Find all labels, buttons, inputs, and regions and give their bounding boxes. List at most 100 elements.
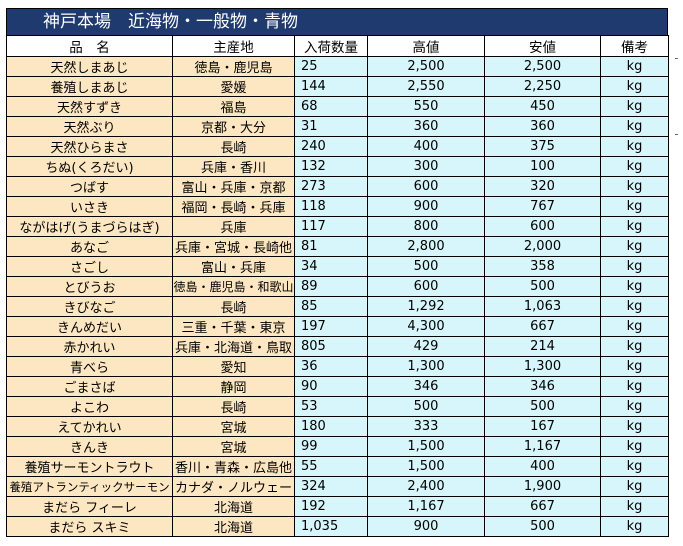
table-row: きんき 宮城 99 1,500 1,167 kg xyxy=(6,436,669,457)
cell-unit: kg xyxy=(600,496,669,517)
cell-low: 346 xyxy=(484,376,601,397)
cell-name: 養殖アトランティックサーモン xyxy=(6,476,173,497)
cell-high: 900 xyxy=(367,516,485,537)
cell-low: 667 xyxy=(484,496,601,517)
cell-unit: kg xyxy=(600,236,669,257)
cell-low: 500 xyxy=(484,516,601,537)
table-row: 青べら 愛知 36 1,300 1,300 kg xyxy=(6,356,669,377)
cell-origin: 富山・兵庫 xyxy=(172,256,295,277)
cell-low: 500 xyxy=(484,396,601,417)
sheet-title: 神戸本場 近海物・一般物・青物 xyxy=(6,8,668,35)
cell-low: 375 xyxy=(484,136,601,157)
table-row: さごし 富山・兵庫 34 500 358 kg xyxy=(6,256,669,277)
cell-origin: 福島 xyxy=(172,96,295,117)
cell-origin: 兵庫・北海道・鳥取 xyxy=(172,336,295,357)
cell-name: きんめだい xyxy=(6,316,173,337)
cell-high: 429 xyxy=(367,336,485,357)
cell-high: 800 xyxy=(367,216,485,237)
cell-name: つばす xyxy=(6,176,173,197)
cell-origin: 愛知 xyxy=(172,356,295,377)
cell-qty: 805 xyxy=(294,336,368,357)
price-sheet: 神戸本場 近海物・一般物・青物 品 名 主産地 入荷数量 高値 安値 備考 天然… xyxy=(6,8,669,537)
cell-unit: kg xyxy=(600,376,669,397)
table-row: まだら スキミ 北海道 1,035 900 500 kg xyxy=(6,516,669,537)
cell-name: きびなご xyxy=(6,296,173,317)
cell-low: 1,167 xyxy=(484,436,601,457)
cell-high: 1,500 xyxy=(367,436,485,457)
table-row: 養殖しまあじ 愛媛 144 2,550 2,250 kg xyxy=(6,76,669,97)
cell-origin: 長崎 xyxy=(172,296,295,317)
cell-name: ちぬ(くろだい) xyxy=(6,156,173,177)
cell-low: 767 xyxy=(484,196,601,217)
cell-name: いさき xyxy=(6,196,173,217)
cell-qty: 132 xyxy=(294,156,368,177)
cell-name: えてかれい xyxy=(6,416,173,437)
cell-origin: 京都・大分 xyxy=(172,116,295,137)
cell-origin: 北海道 xyxy=(172,516,295,537)
cell-name: きんき xyxy=(6,436,173,457)
cell-origin: カナダ・ノルウェー xyxy=(172,476,295,497)
cell-name: ながはげ(うまづらはぎ) xyxy=(6,216,173,237)
cell-qty: 25 xyxy=(294,56,368,77)
cell-high: 300 xyxy=(367,156,485,177)
table-row: 養殖サーモントラウト 香川・青森・広島他 55 1,500 400 kg xyxy=(6,456,669,477)
cell-low: 320 xyxy=(484,176,601,197)
table-row: ちぬ(くろだい) 兵庫・香川 132 300 100 kg xyxy=(6,156,669,177)
table-row: ごまさば 静岡 90 346 346 kg xyxy=(6,376,669,397)
cell-unit: kg xyxy=(600,336,669,357)
cell-name: 天然ひらまさ xyxy=(6,136,173,157)
table-row: ながはげ(うまづらはぎ) 兵庫 117 800 600 kg xyxy=(6,216,669,237)
cell-name: 天然すずき xyxy=(6,96,173,117)
cell-unit: kg xyxy=(600,316,669,337)
cell-high: 1,300 xyxy=(367,356,485,377)
cell-low: 360 xyxy=(484,116,601,137)
table-row: きびなご 長崎 85 1,292 1,063 kg xyxy=(6,296,669,317)
cell-qty: 90 xyxy=(294,376,368,397)
cell-high: 360 xyxy=(367,116,485,137)
cell-qty: 34 xyxy=(294,256,368,277)
cell-low: 167 xyxy=(484,416,601,437)
cell-high: 550 xyxy=(367,96,485,117)
cell-unit: kg xyxy=(600,276,669,297)
cell-name: まだら フィーレ xyxy=(6,496,173,517)
margin-mark xyxy=(675,134,678,135)
cell-name: 天然ぶり xyxy=(6,116,173,137)
cell-low: 2,000 xyxy=(484,236,601,257)
cell-qty: 192 xyxy=(294,496,368,517)
cell-low: 600 xyxy=(484,216,601,237)
cell-high: 4,300 xyxy=(367,316,485,337)
cell-low: 500 xyxy=(484,276,601,297)
cell-unit: kg xyxy=(600,416,669,437)
cell-name: 養殖サーモントラウト xyxy=(6,456,173,477)
cell-qty: 1,035 xyxy=(294,516,368,537)
table-row: 天然しまあじ 徳島・鹿児島 25 2,500 2,500 kg xyxy=(6,56,669,77)
cell-qty: 117 xyxy=(294,216,368,237)
cell-origin: 兵庫・香川 xyxy=(172,156,295,177)
cell-high: 600 xyxy=(367,276,485,297)
cell-high: 1,167 xyxy=(367,496,485,517)
cell-unit: kg xyxy=(600,216,669,237)
table-row: 養殖アトランティックサーモン カナダ・ノルウェー 324 2,400 1,900 kg xyxy=(6,476,669,497)
cell-qty: 36 xyxy=(294,356,368,377)
cell-high: 500 xyxy=(367,396,485,417)
cell-high: 500 xyxy=(367,256,485,277)
cell-origin: 宮城 xyxy=(172,436,295,457)
cell-qty: 31 xyxy=(294,116,368,137)
cell-unit: kg xyxy=(600,436,669,457)
cell-high: 600 xyxy=(367,176,485,197)
header-name: 品 名 xyxy=(6,35,173,57)
cell-origin: 宮城 xyxy=(172,416,295,437)
cell-unit: kg xyxy=(600,76,669,97)
cell-origin: 静岡 xyxy=(172,376,295,397)
header-low: 安値 xyxy=(484,35,601,57)
cell-high: 2,550 xyxy=(367,76,485,97)
cell-origin: 富山・兵庫・京都 xyxy=(172,176,295,197)
header-high: 高値 xyxy=(367,35,485,57)
header-note: 備考 xyxy=(600,35,669,57)
cell-low: 358 xyxy=(484,256,601,277)
cell-low: 1,300 xyxy=(484,356,601,377)
cell-name: ごまさば xyxy=(6,376,173,397)
table-row: あなご 兵庫・宮城・長崎他 81 2,800 2,000 kg xyxy=(6,236,669,257)
cell-unit: kg xyxy=(600,56,669,77)
cell-origin: 福岡・長崎・兵庫 xyxy=(172,196,295,217)
